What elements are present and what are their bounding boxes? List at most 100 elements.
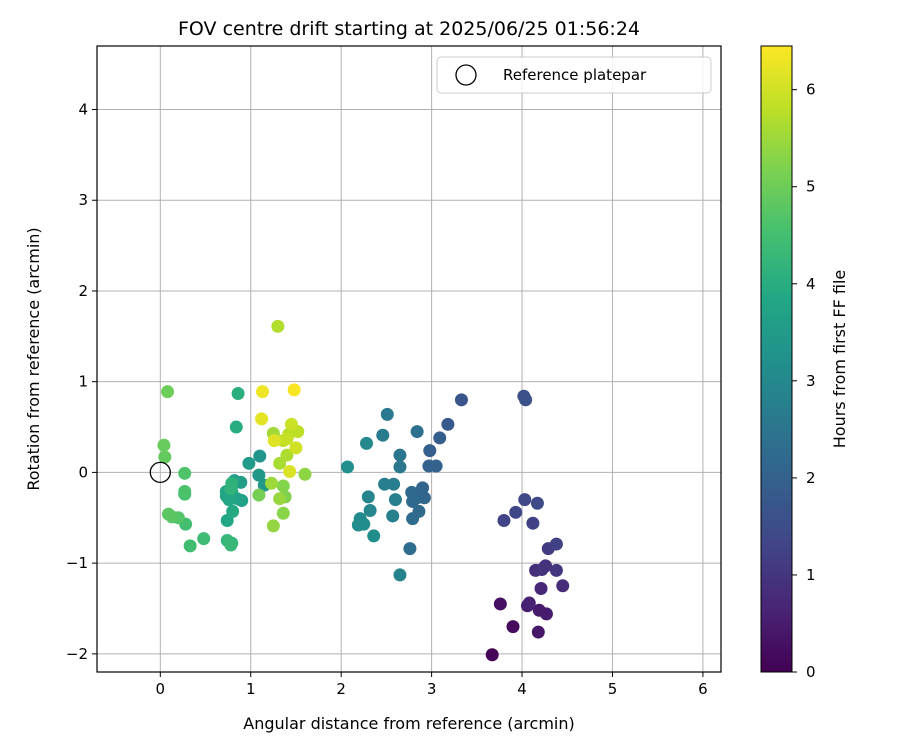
data-point — [433, 431, 447, 445]
data-point — [161, 385, 175, 399]
data-point — [522, 596, 536, 610]
colorbar-tick-label: 2 — [806, 469, 816, 487]
x-tick-label: 1 — [246, 680, 256, 698]
data-point — [231, 386, 245, 400]
y-tick-label: 3 — [78, 191, 88, 209]
colorbar-tick-label: 1 — [806, 566, 816, 584]
grid-lines — [97, 46, 721, 672]
data-point — [289, 441, 303, 455]
data-point — [357, 517, 371, 531]
x-axis-ticks: 0 1 2 3 4 5 6 — [156, 672, 708, 698]
data-point — [388, 493, 402, 507]
data-point — [280, 432, 294, 446]
data-point — [493, 597, 507, 611]
data-point — [252, 468, 266, 482]
data-point — [518, 493, 532, 507]
colorbar-tick-label: 0 — [806, 663, 816, 681]
data-point — [556, 579, 570, 593]
data-point — [387, 477, 401, 491]
data-point — [406, 512, 420, 526]
x-axis-label: Angular distance from reference (arcmin) — [243, 714, 574, 733]
data-point — [276, 479, 290, 493]
y-tick-label: 1 — [78, 373, 88, 391]
data-point — [429, 459, 443, 473]
x-tick-label: 4 — [517, 680, 527, 698]
data-point — [526, 516, 540, 530]
data-point — [178, 484, 192, 498]
data-point — [386, 509, 400, 523]
data-point — [530, 496, 544, 510]
data-point — [416, 481, 430, 495]
data-point — [280, 448, 294, 462]
data-point — [535, 562, 549, 576]
x-tick-label: 6 — [698, 680, 708, 698]
y-tick-label: 2 — [78, 282, 88, 300]
data-point — [497, 513, 511, 527]
data-point — [539, 607, 553, 621]
colorbar: 0 1 2 3 4 5 6 Hours from first FF file — [760, 45, 849, 681]
data-point — [284, 417, 298, 431]
y-tick-label: −2 — [66, 645, 88, 663]
data-point — [485, 648, 499, 662]
x-tick-label: 0 — [156, 680, 166, 698]
data-point — [454, 393, 468, 407]
data-point — [255, 412, 269, 426]
data-point — [222, 493, 236, 507]
data-point — [403, 542, 417, 556]
colorbar-ticks: 0 1 2 3 4 5 6 — [792, 81, 816, 681]
data-point — [363, 504, 377, 518]
data-point — [271, 319, 285, 333]
data-point — [380, 407, 394, 421]
data-point — [506, 620, 520, 634]
data-point — [158, 450, 172, 464]
data-point — [224, 482, 238, 496]
legend: Reference platepar — [436, 56, 712, 94]
data-point — [267, 434, 281, 448]
data-point — [509, 505, 523, 519]
data-point — [255, 385, 269, 399]
data-point — [283, 464, 297, 478]
data-point — [367, 529, 381, 543]
data-point — [549, 563, 563, 577]
colorbar-tick-label: 3 — [806, 372, 816, 390]
data-point — [226, 504, 240, 518]
data-point — [224, 538, 238, 552]
reference-platepar-marker — [149, 461, 171, 484]
x-tick-label: 3 — [427, 680, 437, 698]
data-point — [266, 519, 280, 533]
data-point — [341, 460, 355, 474]
data-point — [423, 444, 437, 458]
legend-box — [436, 56, 712, 94]
data-point — [161, 507, 175, 521]
x-tick-label: 2 — [336, 680, 346, 698]
data-point — [361, 490, 375, 504]
data-point — [519, 393, 533, 407]
reference-marker — [149, 461, 171, 484]
data-point — [393, 568, 407, 582]
y-tick-label: 4 — [78, 101, 88, 119]
x-tick-label: 5 — [608, 680, 618, 698]
colorbar-label: Hours from first FF file — [830, 270, 849, 449]
data-point — [298, 467, 312, 481]
data-point — [393, 448, 407, 462]
data-point — [359, 436, 373, 450]
data-point — [273, 492, 287, 506]
data-points — [157, 319, 570, 662]
data-point — [410, 425, 424, 439]
data-point — [253, 449, 267, 463]
data-point — [178, 466, 192, 480]
data-point — [287, 383, 301, 397]
data-point — [531, 625, 545, 639]
data-point — [242, 456, 256, 470]
y-axis-ticks: −2 −1 0 1 2 3 4 — [66, 101, 97, 663]
data-point — [441, 417, 455, 431]
data-point — [229, 420, 243, 434]
data-point — [157, 438, 171, 452]
data-point — [549, 537, 563, 551]
y-axis-label: Rotation from reference (arcmin) — [24, 227, 43, 490]
colorbar-tick-label: 5 — [806, 178, 816, 196]
data-point — [197, 532, 211, 546]
colorbar-tick-label: 4 — [806, 275, 816, 293]
colorbar-tick-label: 6 — [806, 81, 816, 99]
colorbar-gradient — [760, 45, 793, 673]
